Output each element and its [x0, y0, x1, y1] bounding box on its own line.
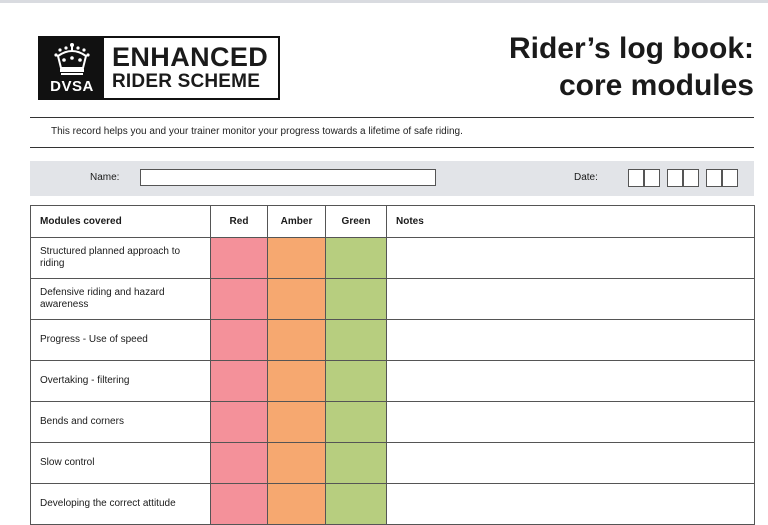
modules-table: Modules covered Red Amber Green Notes St…	[30, 205, 755, 525]
notes-cell[interactable]	[386, 483, 755, 525]
table-header-row: Modules covered Red Amber Green Notes	[30, 205, 755, 238]
divider-top	[30, 117, 754, 118]
table-row: Overtaking - filtering	[30, 360, 755, 402]
rating-red-cell[interactable]	[210, 319, 268, 361]
rating-red-cell[interactable]	[210, 360, 268, 402]
table-row: Defensive riding and hazard awareness	[30, 278, 755, 320]
rating-green-cell[interactable]	[325, 483, 387, 525]
rating-green-cell[interactable]	[325, 360, 387, 402]
module-name: Structured planned approach to riding	[30, 237, 211, 279]
rating-red-cell[interactable]	[210, 278, 268, 320]
module-name: Progress - Use of speed	[30, 319, 211, 361]
rating-green-cell[interactable]	[325, 237, 387, 279]
date-day-box-2[interactable]	[644, 169, 660, 187]
intro-text: This record helps you and your trainer m…	[51, 126, 463, 137]
date-year-box-2[interactable]	[722, 169, 738, 187]
rating-amber-cell[interactable]	[267, 401, 326, 443]
crown-icon	[54, 43, 90, 75]
date-label: Date:	[574, 172, 598, 183]
header-notes: Notes	[386, 205, 755, 238]
notes-cell[interactable]	[386, 237, 755, 279]
name-field[interactable]	[140, 169, 436, 186]
date-day-box-1[interactable]	[628, 169, 644, 187]
notes-cell[interactable]	[386, 442, 755, 484]
logo-badge-text: DVSA	[50, 78, 94, 95]
rating-red-cell[interactable]	[210, 483, 268, 525]
rating-amber-cell[interactable]	[267, 442, 326, 484]
header-amber: Amber	[267, 205, 326, 238]
notes-cell[interactable]	[386, 401, 755, 443]
rating-green-cell[interactable]	[325, 278, 387, 320]
module-name: Slow control	[30, 442, 211, 484]
header-green: Green	[325, 205, 387, 238]
page-title-line-2: core modules	[558, 69, 754, 102]
notes-cell[interactable]	[386, 319, 755, 361]
divider-bottom	[30, 147, 754, 148]
header-red: Red	[210, 205, 268, 238]
rating-red-cell[interactable]	[210, 442, 268, 484]
rating-green-cell[interactable]	[325, 319, 387, 361]
rating-amber-cell[interactable]	[267, 278, 326, 320]
table-row: Structured planned approach to riding	[30, 237, 755, 279]
date-month-box-1[interactable]	[667, 169, 683, 187]
rating-amber-cell[interactable]	[267, 237, 326, 279]
dvsa-logo: DVSA ENHANCED RIDER SCHEME	[38, 36, 280, 100]
rating-amber-cell[interactable]	[267, 483, 326, 525]
rating-amber-cell[interactable]	[267, 360, 326, 402]
module-name: Developing the correct attitude	[30, 483, 211, 525]
rating-green-cell[interactable]	[325, 401, 387, 443]
table-row: Slow control	[30, 442, 755, 484]
table-row: Developing the correct attitude	[30, 483, 755, 525]
logo-line-1: ENHANCED	[112, 42, 269, 72]
notes-cell[interactable]	[386, 278, 755, 320]
name-label: Name:	[90, 172, 120, 183]
module-name: Defensive riding and hazard awareness	[30, 278, 211, 320]
page-title: Rider’s log book: core modules	[509, 30, 754, 104]
header-modules: Modules covered	[30, 205, 211, 238]
date-year-box-1[interactable]	[706, 169, 722, 187]
notes-cell[interactable]	[386, 360, 755, 402]
rating-red-cell[interactable]	[210, 237, 268, 279]
top-border	[0, 0, 768, 3]
logo-line-2: RIDER SCHEME	[112, 71, 261, 92]
page-title-line-1: Rider’s log book:	[508, 32, 754, 65]
module-name: Bends and corners	[30, 401, 211, 443]
table-row: Progress - Use of speed	[30, 319, 755, 361]
name-date-bar: Name: Date:	[30, 161, 754, 196]
logo-wordmark: ENHANCED RIDER SCHEME	[104, 38, 278, 98]
date-month-box-2[interactable]	[683, 169, 699, 187]
rating-amber-cell[interactable]	[267, 319, 326, 361]
rating-red-cell[interactable]	[210, 401, 268, 443]
table-row: Bends and corners	[30, 401, 755, 443]
rating-green-cell[interactable]	[325, 442, 387, 484]
module-name: Overtaking - filtering	[30, 360, 211, 402]
logo-mark: DVSA	[40, 38, 104, 98]
